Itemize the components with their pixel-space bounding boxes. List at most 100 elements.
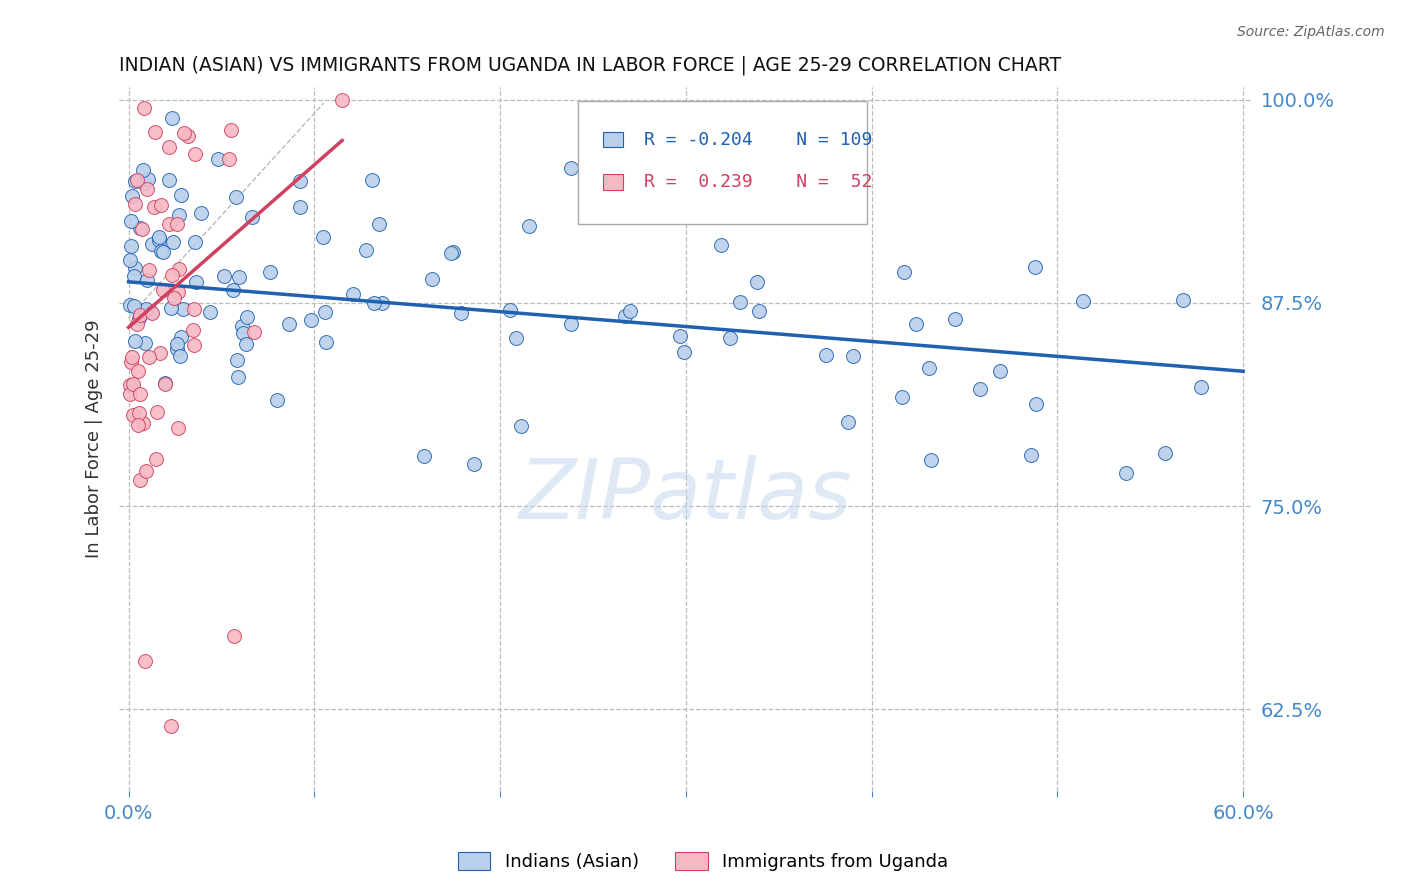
- Point: [129, 387, 152, 401]
- Point: [120, 298, 142, 312]
- Point: [128, 311, 150, 326]
- Point: [184, 235, 207, 250]
- Point: [181, 323, 204, 337]
- Point: [1019, 448, 1042, 462]
- Point: [1025, 397, 1047, 411]
- Point: [266, 393, 288, 408]
- Text: Source: ZipAtlas.com: Source: ZipAtlas.com: [1237, 25, 1385, 39]
- Point: [127, 173, 149, 187]
- Point: [368, 217, 391, 231]
- Legend: Indians (Asian), Immigrants from Uganda: Indians (Asian), Immigrants from Uganda: [451, 846, 955, 879]
- Point: [136, 182, 159, 196]
- Point: [122, 299, 145, 313]
- Point: [560, 161, 582, 176]
- Point: [120, 387, 142, 401]
- Point: [120, 214, 142, 228]
- Point: [918, 360, 941, 375]
- Point: [143, 125, 166, 139]
- Point: [132, 416, 155, 430]
- Point: [183, 338, 205, 352]
- FancyBboxPatch shape: [603, 174, 623, 190]
- Point: [149, 198, 172, 212]
- Point: [842, 349, 865, 363]
- Point: [1071, 293, 1094, 308]
- Point: [259, 264, 281, 278]
- Point: [138, 262, 160, 277]
- Point: [121, 188, 143, 202]
- Point: [673, 345, 696, 359]
- Point: [969, 382, 991, 396]
- FancyBboxPatch shape: [578, 101, 868, 224]
- Point: [330, 93, 353, 107]
- Point: [166, 217, 188, 231]
- Point: [614, 309, 637, 323]
- Point: [184, 147, 207, 161]
- Point: [141, 237, 163, 252]
- Point: [412, 450, 434, 464]
- Point: [129, 309, 152, 323]
- Point: [120, 355, 142, 369]
- Point: [170, 187, 193, 202]
- Point: [748, 304, 770, 318]
- Point: [163, 291, 186, 305]
- Point: [1189, 380, 1212, 394]
- Point: [127, 418, 149, 433]
- FancyBboxPatch shape: [603, 132, 623, 147]
- Point: [728, 294, 751, 309]
- Point: [129, 473, 152, 487]
- Point: [904, 318, 927, 332]
- Point: [440, 246, 463, 260]
- Point: [1115, 466, 1137, 480]
- Point: [190, 206, 212, 220]
- Point: [184, 275, 207, 289]
- Point: [139, 304, 162, 318]
- Point: [138, 350, 160, 364]
- Point: [747, 275, 769, 289]
- Point: [363, 296, 385, 310]
- Point: [166, 421, 188, 435]
- Point: [718, 331, 741, 345]
- Point: [207, 152, 229, 166]
- Point: [160, 112, 183, 126]
- Point: [159, 301, 181, 316]
- Point: [152, 245, 174, 260]
- Point: [120, 253, 142, 268]
- Point: [893, 265, 915, 279]
- Point: [172, 301, 194, 316]
- Point: [371, 296, 394, 310]
- Point: [124, 260, 146, 275]
- Point: [122, 409, 145, 423]
- Point: [243, 325, 266, 339]
- Point: [312, 230, 335, 244]
- Point: [837, 415, 859, 429]
- Point: [225, 190, 247, 204]
- Point: [361, 173, 384, 187]
- Point: [135, 302, 157, 317]
- Point: [342, 287, 364, 301]
- Point: [177, 128, 200, 143]
- Text: R =  0.239    N =  52: R = 0.239 N = 52: [644, 173, 872, 191]
- Point: [710, 238, 733, 252]
- Point: [136, 273, 159, 287]
- Point: [231, 318, 253, 333]
- Point: [420, 272, 443, 286]
- Point: [169, 208, 191, 222]
- Point: [124, 197, 146, 211]
- Point: [157, 173, 180, 187]
- Point: [315, 335, 337, 350]
- Point: [314, 304, 336, 318]
- Point: [890, 390, 912, 404]
- Point: [299, 312, 322, 326]
- Point: [155, 376, 177, 390]
- Point: [166, 336, 188, 351]
- Point: [1171, 293, 1194, 308]
- Point: [218, 152, 240, 166]
- Point: [153, 376, 176, 391]
- Y-axis label: In Labor Force | Age 25-29: In Labor Force | Age 25-29: [86, 319, 103, 558]
- Point: [1153, 445, 1175, 459]
- Point: [124, 334, 146, 348]
- Point: [131, 221, 153, 235]
- Point: [134, 336, 156, 351]
- Point: [814, 348, 837, 362]
- Point: [157, 217, 180, 231]
